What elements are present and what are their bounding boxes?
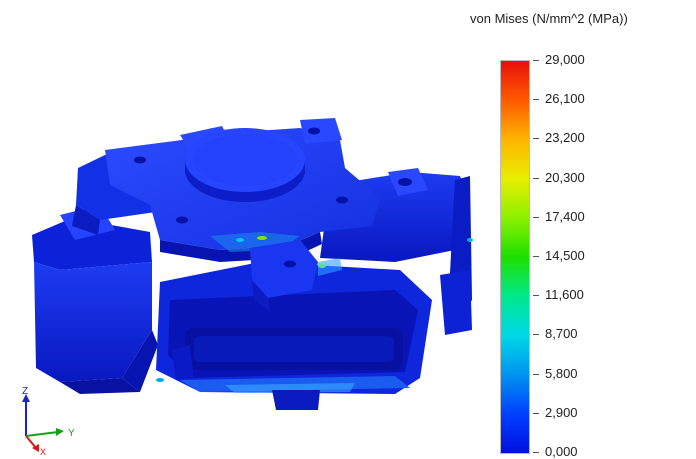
legend-tick-mark — [533, 373, 539, 375]
hub-plate — [105, 118, 380, 262]
legend-tick-mark — [533, 99, 539, 101]
legend-tick-label: 2,900 — [545, 404, 578, 420]
legend-tick-mark — [533, 177, 539, 179]
triad-x-label: X — [40, 447, 46, 456]
stress-colorbar — [500, 60, 530, 454]
legend-tick-label: 17,400 — [545, 208, 585, 224]
legend-tick-label: 11,600 — [545, 287, 584, 303]
legend-tick-label: 20,300 — [545, 169, 585, 185]
fea-model-render[interactable] — [0, 0, 490, 458]
legend-tick-label: 5,800 — [545, 365, 578, 381]
legend-tick-mark — [533, 216, 539, 218]
legend-tick-mark — [533, 452, 539, 453]
legend-tick-label: 29,000 — [545, 52, 585, 67]
stress-hotspots — [156, 236, 473, 382]
front-housing — [156, 262, 432, 410]
legend-tick-mark — [533, 138, 539, 140]
legend-tick-mark — [533, 334, 539, 336]
legend-tick-mark — [533, 60, 539, 61]
legend-tick-mark — [533, 256, 539, 257]
left-arm — [32, 205, 158, 394]
legend-tick-label: 23,200 — [545, 130, 585, 146]
legend-tick-label: 14,500 — [545, 248, 585, 263]
legend-tick-mark — [533, 295, 539, 297]
legend-title: von Mises (N/mm^2 (MPa)) — [470, 11, 628, 26]
front-tab — [250, 240, 342, 312]
triad-y-label: Y — [68, 428, 75, 439]
coordinate-triad-icon: Z Y X — [22, 386, 75, 456]
legend-tick-label: 0,000 — [545, 444, 578, 459]
legend-tick-mark — [533, 412, 539, 414]
legend-tick-label: 26,100 — [545, 91, 585, 107]
triad-z-label: Z — [22, 386, 28, 397]
legend-tick-label: 8,700 — [545, 326, 578, 342]
